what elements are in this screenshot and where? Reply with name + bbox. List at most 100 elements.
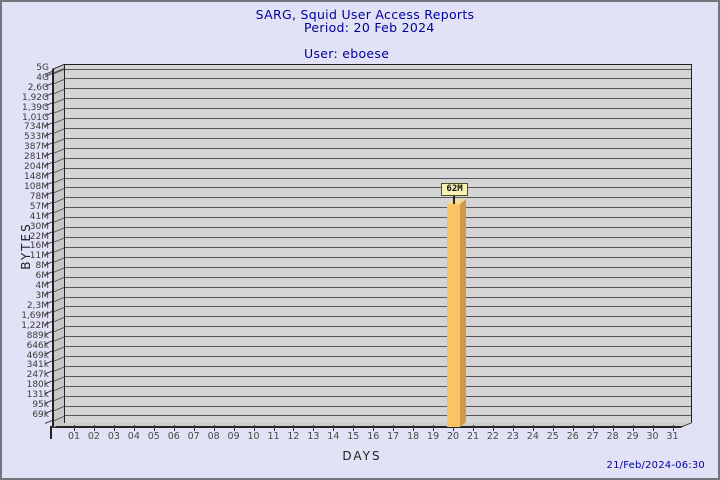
sarg-report-chart: SARG, Squid User Access Reports Period: … xyxy=(0,0,720,480)
y-tick-label: 2,3M xyxy=(2,301,49,311)
y-tick-label: 646k xyxy=(2,341,49,351)
y-tick-label: 341k xyxy=(2,360,49,370)
y-tick-label: 204M xyxy=(2,162,49,172)
gridline xyxy=(65,227,691,228)
y-tick-label: 247k xyxy=(2,370,49,380)
x-tick-mark xyxy=(573,425,574,431)
bar-value-connector-line xyxy=(453,196,455,204)
y-tick-label: 5G xyxy=(2,63,49,73)
y-tick-label: 734M xyxy=(2,122,49,132)
y-tick-label: 95k xyxy=(2,400,49,410)
y-tick-label: 387M xyxy=(2,142,49,152)
x-tick-mark xyxy=(114,425,115,431)
x-tick-mark xyxy=(473,425,474,431)
gridline xyxy=(65,128,691,129)
y-tick-label: 469k xyxy=(2,351,49,361)
x-tick-mark xyxy=(353,425,354,431)
gridline xyxy=(65,158,691,159)
gridline xyxy=(65,306,691,307)
x-axis-title: DAYS xyxy=(312,449,412,463)
bar-day20-front-face xyxy=(447,204,460,427)
x-tick-mark xyxy=(333,425,334,431)
gridline xyxy=(65,406,691,407)
y-tick-label: 6M xyxy=(2,271,49,281)
x-tick-mark xyxy=(653,425,654,431)
gridline xyxy=(65,415,691,416)
gridline xyxy=(65,178,691,179)
x-tick-mark xyxy=(214,425,215,431)
gridline xyxy=(65,257,691,258)
gridline xyxy=(65,346,691,347)
gridline xyxy=(65,396,691,397)
gridline xyxy=(65,187,691,188)
gridline xyxy=(65,336,691,337)
x-tick-mark xyxy=(513,425,514,431)
x-tick-mark xyxy=(493,425,494,431)
chart-subtitle-block: Period: 20 Feb 2024 User: eboese xyxy=(304,21,435,60)
plot-area xyxy=(64,64,692,423)
gridline xyxy=(65,69,691,70)
gridline xyxy=(65,297,691,298)
gridline xyxy=(65,277,691,278)
y-tick-label: 889k xyxy=(2,331,49,341)
gridline xyxy=(65,237,691,238)
gridline xyxy=(65,168,691,169)
gridline xyxy=(65,376,691,377)
x-tick-mark xyxy=(134,425,135,431)
gridline xyxy=(65,88,691,89)
y-tick-label: 180k xyxy=(2,380,49,390)
x-tick-label: 31 xyxy=(661,431,685,442)
y-tick-label: 1,39G xyxy=(2,103,49,113)
gridline xyxy=(65,148,691,149)
x-tick-mark xyxy=(373,425,374,431)
x-tick-mark xyxy=(74,425,75,431)
gridline xyxy=(65,207,691,208)
gridline xyxy=(65,356,691,357)
x-tick-mark xyxy=(413,425,414,431)
y-tick-label: 57M xyxy=(2,202,49,212)
x-tick-mark xyxy=(613,425,614,431)
y-tick-label: 533M xyxy=(2,132,49,142)
y-tick-label: 16M xyxy=(2,241,49,251)
x-tick-mark xyxy=(633,425,634,431)
y-tick-label: 148M xyxy=(2,172,49,182)
y-tick-label: 131k xyxy=(2,390,49,400)
x-tick-mark xyxy=(194,425,195,431)
x-tick-mark xyxy=(593,425,594,431)
gridline xyxy=(65,108,691,109)
gridline xyxy=(65,118,691,119)
x-tick-mark xyxy=(433,425,434,431)
y-tick-label: 69k xyxy=(2,410,49,420)
y-tick-label: 8M xyxy=(2,261,49,271)
y-tick-label: 1,92G xyxy=(2,93,49,103)
y-tick-label: 78M xyxy=(2,192,49,202)
gridline xyxy=(65,197,691,198)
gridline xyxy=(65,386,691,387)
x-tick-mark xyxy=(293,425,294,431)
chart-period: Period: 20 Feb 2024 xyxy=(304,20,435,35)
gridline xyxy=(65,267,691,268)
x-tick-mark xyxy=(234,425,235,431)
y-tick-label: 11M xyxy=(2,251,49,261)
y-tick-label: 4M xyxy=(2,281,49,291)
y-tick-label: 30M xyxy=(2,222,49,232)
x-tick-mark xyxy=(94,425,95,431)
gridline xyxy=(65,98,691,99)
y-tick-label: 1,22M xyxy=(2,321,49,331)
bar-day20-side-face xyxy=(460,199,466,427)
y-tick-label: 4G xyxy=(2,73,49,83)
gridline xyxy=(65,138,691,139)
x-tick-mark xyxy=(313,425,314,431)
y-tick-label: 1,01G xyxy=(2,113,49,123)
x-tick-mark xyxy=(274,425,275,431)
gridline xyxy=(65,247,691,248)
x-tick-mark xyxy=(174,425,175,431)
gridline xyxy=(65,287,691,288)
x-tick-mark xyxy=(673,425,674,431)
x-tick-mark xyxy=(254,425,255,431)
bar-value-callout: 62M xyxy=(441,183,468,196)
x-tick-mark xyxy=(393,425,394,431)
y-tick-label: 2,6G xyxy=(2,83,49,93)
x-tick-mark xyxy=(154,425,155,431)
gridline xyxy=(65,316,691,317)
